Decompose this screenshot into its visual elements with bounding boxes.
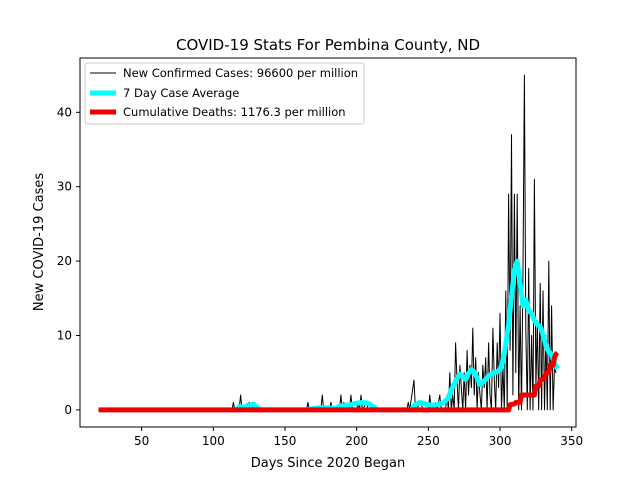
x-axis-label: Days Since 2020 Began [251, 456, 406, 471]
y-tick-label: 0 [64, 403, 72, 417]
x-tick-label: 350 [560, 434, 583, 448]
legend-box [84, 62, 365, 125]
y-tick-label: 30 [57, 180, 72, 194]
y-tick-label: 10 [57, 328, 72, 342]
series-layer [98, 74, 560, 413]
x-tick-label: 150 [274, 434, 297, 448]
x-tick-label: 250 [417, 434, 440, 448]
chart-title: COVID-19 Stats For Pembina County, ND [176, 36, 480, 54]
plot-frame [79, 57, 577, 428]
y-axis-label: New COVID-19 Cases [32, 173, 47, 311]
y-tick-label: 20 [57, 254, 72, 268]
x-axis: 50 100 150 200 250 300 350 [134, 427, 583, 448]
x-tick-label: 100 [202, 434, 225, 448]
legend: New Confirmed Cases: 96600 per million 7… [84, 62, 365, 125]
legend-label-average: 7 Day Case Average [123, 86, 239, 100]
x-tick-label: 300 [489, 434, 512, 448]
legend-label-cases: New Confirmed Cases: 96600 per million [123, 66, 358, 80]
series-line-cumulative-deaths [98, 350, 560, 413]
x-tick-label: 50 [134, 434, 149, 448]
legend-label-deaths: Cumulative Deaths: 1176.3 per million [123, 105, 346, 119]
x-tick-label: 200 [345, 434, 368, 448]
y-tick-label: 40 [57, 105, 72, 119]
y-axis: 0 10 20 30 40 [57, 105, 80, 417]
